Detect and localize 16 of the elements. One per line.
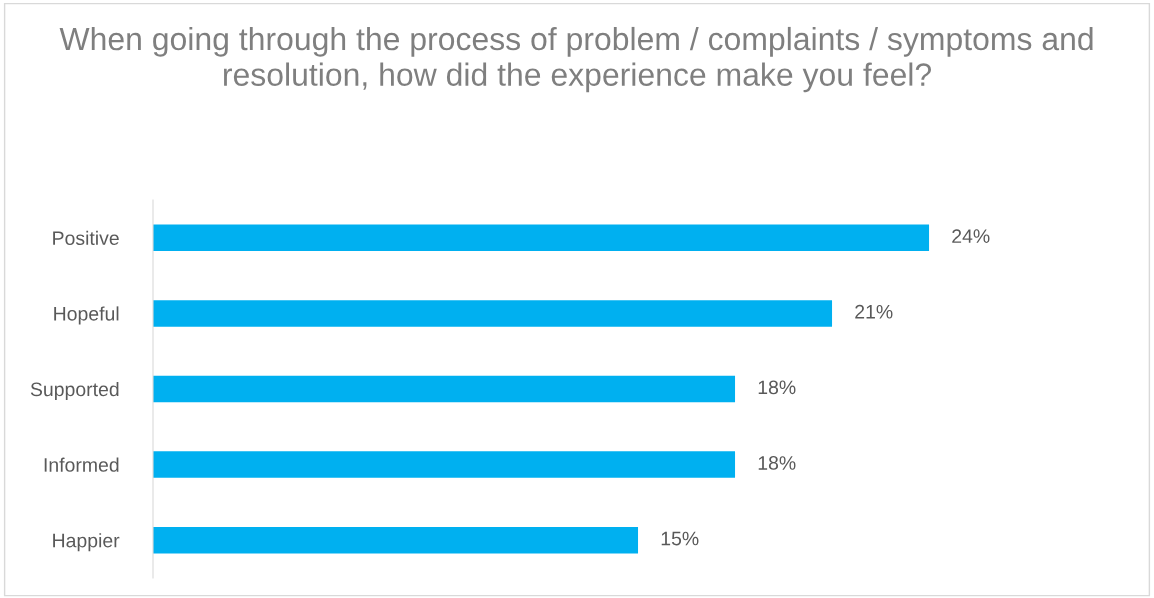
bar bbox=[153, 451, 736, 478]
y-tick-label: Hopeful bbox=[54, 306, 119, 325]
bar bbox=[153, 300, 833, 327]
bar bbox=[153, 224, 930, 252]
data-label: 18% bbox=[758, 380, 796, 395]
data-label: 21% bbox=[855, 304, 893, 319]
y-tick-label: Informed bbox=[44, 457, 119, 472]
y-tick-label: Supported bbox=[30, 381, 119, 401]
y-tick-label: Positive bbox=[53, 230, 119, 246]
chart-title: When going through the process of problem / complaints / symptoms and resolution, how did the experience make you feel? bbox=[59, 26, 1093, 93]
y-tick-label: Happier bbox=[53, 533, 120, 552]
data-label: 24% bbox=[952, 229, 990, 243]
bar bbox=[153, 526, 639, 554]
data-label: 18% bbox=[758, 456, 796, 470]
bar bbox=[153, 375, 736, 403]
data-label: 15% bbox=[661, 531, 699, 546]
